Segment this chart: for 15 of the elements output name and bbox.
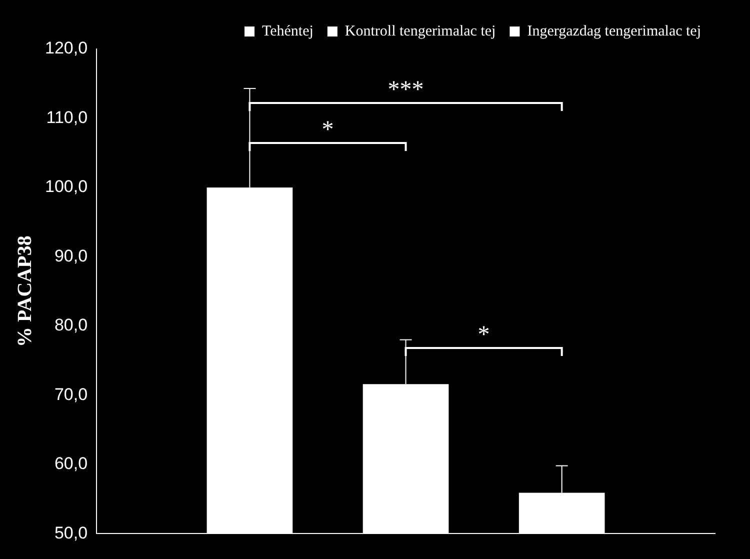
- y-tick-label: 110,0: [46, 108, 88, 127]
- y-tick-label: 100,0: [44, 177, 88, 196]
- y-axis-title: % PACAP38: [14, 236, 36, 347]
- y-tick-label: 80,0: [54, 316, 88, 335]
- legend-label: Ingergazdag tengerimalac tej: [527, 23, 701, 40]
- legend-label: Kontroll tengerimalac tej: [344, 23, 496, 40]
- legend-label: Tehéntej: [262, 23, 314, 40]
- y-tick-label: 60,0: [54, 454, 88, 474]
- annotation: *: [478, 322, 490, 348]
- y-tick-label: 120,0: [44, 38, 88, 58]
- annotation: ***: [388, 77, 424, 103]
- y-tick-label: 50,0: [54, 523, 88, 542]
- y-tick-label: 70,0: [54, 384, 88, 404]
- annotation: *: [322, 117, 334, 143]
- y-tick-label: 90,0: [54, 246, 88, 266]
